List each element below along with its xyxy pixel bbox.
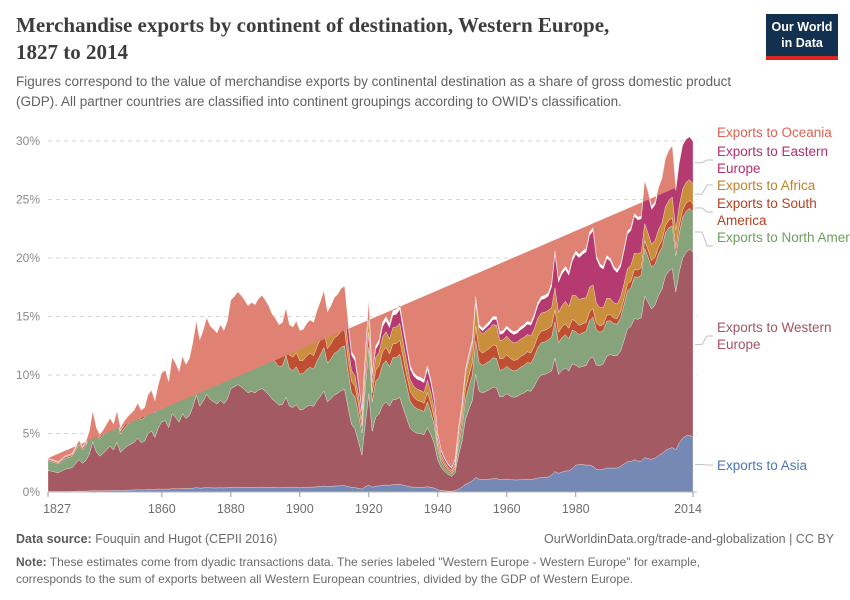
y-axis-label-15: 15%: [16, 310, 40, 324]
y-axis-label-20: 20%: [16, 251, 40, 265]
legend-connector-exports-to-africa: [695, 184, 713, 195]
legend-item-exports-to-africa[interactable]: Exports to Africa: [717, 178, 816, 193]
owid-logo[interactable]: Our World in Data: [766, 14, 838, 60]
source-label: Data source:: [16, 532, 92, 546]
legend-item-exports-to-asia[interactable]: Exports to Asia: [717, 458, 808, 473]
legend-item-exports-to-oceania[interactable]: Exports to Oceania: [717, 125, 832, 140]
source-text: Fouquin and Hugot (CEPII 2016): [91, 532, 278, 546]
source-line: Data source: Fouquin and Hugot (CEPII 20…: [16, 532, 834, 550]
x-axis-label-1900: 1900: [286, 502, 314, 516]
legend-connector-exports-to-south-america: [695, 207, 713, 213]
legend-item-exports-to-north-america[interactable]: Exports to North America: [717, 230, 850, 245]
x-axis-label-1980: 1980: [562, 502, 590, 516]
x-axis-label-1880: 1880: [217, 502, 245, 516]
y-axis-label-5: 5%: [23, 427, 41, 441]
page-title: Merchandise exports by continent of dest…: [16, 12, 746, 67]
owid-logo-line1: Our World: [771, 19, 833, 34]
y-axis-label-25: 25%: [16, 193, 40, 207]
legend-connector-exports-to-north-america: [695, 231, 713, 247]
y-axis-label-30: 30%: [16, 134, 40, 148]
area-exports-to-oceania[interactable]: [47, 145, 677, 468]
x-axis-label-1860: 1860: [148, 502, 176, 516]
owid-logo-line2: in Data: [781, 36, 823, 50]
note-text: Note: These estimates come from dyadic t…: [16, 555, 700, 587]
legend-connector-exports-to-western-europe: [695, 335, 713, 346]
page-title-line1: Merchandise exports by continent of dest…: [16, 13, 610, 37]
y-axis-label-10: 10%: [16, 368, 40, 382]
page-title-line2: 1827 to 2014: [16, 40, 128, 65]
x-axis-label-1960: 1960: [493, 502, 521, 516]
note-label: Note:: [16, 555, 47, 569]
legend-connector-exports-to-eastern-europe: [695, 159, 713, 164]
chart-subtitle: Figures correspond to the value of merch…: [16, 74, 732, 110]
y-axis-label-0: 0%: [23, 485, 41, 499]
legend-connector-exports-to-asia: [695, 464, 713, 466]
owid-url-link[interactable]: OurWorldinData.org/trade-and-globalizati…: [544, 532, 834, 546]
legend-item-exports-to-eastern-europe[interactable]: Exports to Eastern Europe: [717, 144, 829, 176]
stacked-area-chart: 0% 5% 10% 15% 20% 25% 30% 1827 1860 1880 1900 1920 1…: [0, 0, 713, 516]
chart-footer: Data source: Fouquin and Hugot (CEPII 20…: [16, 532, 834, 589]
x-axis-label-1920: 1920: [355, 502, 383, 516]
x-axis-label-1827: 1827: [43, 502, 71, 516]
x-axis-label-2014: 2014: [674, 502, 702, 516]
legend-item-exports-to-western-europe[interactable]: Exports to Western Europe: [717, 320, 832, 352]
x-axis-label-1940: 1940: [424, 502, 452, 516]
legend-item-exports-to-south-america[interactable]: Exports to South America: [717, 196, 817, 228]
